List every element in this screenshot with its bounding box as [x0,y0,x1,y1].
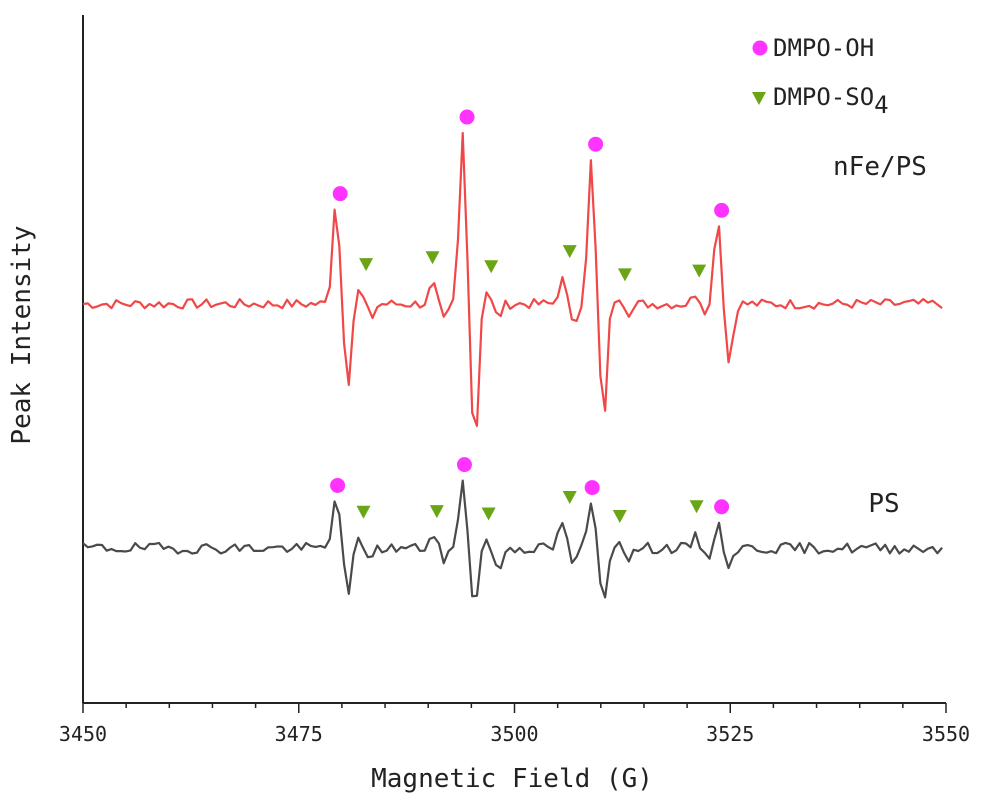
series-layer: nFe/PS PS [82,131,943,599]
x-tick-label: 3475 [275,722,323,746]
series-line-ps [82,479,943,599]
series-label-ps: PS [868,489,899,519]
x-axis-title: Magnetic Field (G) [371,764,653,794]
dmpo-oh-marker [456,457,472,473]
dmpo-oh-marker [584,480,600,496]
dmpo-so4-marker [612,510,627,524]
dmpo-oh-marker [714,499,730,515]
y-axis-title: Peak Intensity [7,225,37,444]
dmpo-oh-marker [332,186,348,202]
dmpo-so4-marker [425,251,440,265]
dmpo-so4-marker [562,491,577,505]
dmpo-so4-marker [692,264,707,278]
dmpo-so4-marker [484,260,499,274]
marker-layer [330,109,730,524]
series-label-nfe-ps: nFe/PS [833,152,927,182]
dmpo-oh-marker [714,202,730,218]
dmpo-so4-marker [429,505,444,519]
dmpo-oh-marker [459,109,475,125]
x-tick-label: 3550 [922,722,970,746]
dmpo-so4-marker [359,258,374,272]
x-tick-label: 3500 [490,722,538,746]
dmpo-so4-marker [617,268,632,282]
legend-so4-subscript: 4 [874,91,888,119]
x-tick-label: 3525 [706,722,754,746]
legend-oh-marker [752,40,768,56]
legend-oh-label: DMPO-OH [773,34,874,62]
legend: DMPO-OH DMPO-SO4 [752,34,889,119]
dmpo-so4-marker [562,245,577,259]
x-tick-label: 3450 [59,722,107,746]
dmpo-oh-marker [588,136,604,152]
dmpo-oh-marker [330,477,346,493]
axes: 3450 3475 3500 3525 3550 [59,15,970,746]
dmpo-so4-marker [356,505,371,519]
dmpo-so4-marker [481,507,496,521]
series-line-nfe-ps [82,131,943,427]
dmpo-so4-marker [689,500,704,514]
legend-so4-label: DMPO-SO4 [773,83,889,119]
legend-so4-marker [752,92,766,105]
